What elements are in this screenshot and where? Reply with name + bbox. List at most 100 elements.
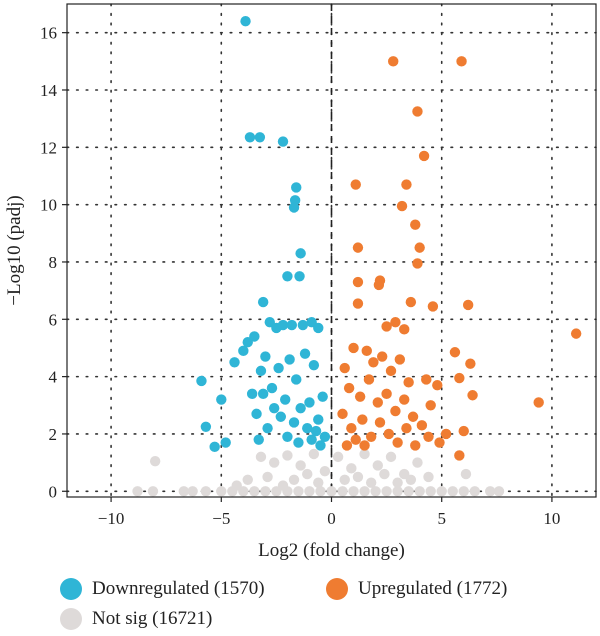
point-not (469, 486, 480, 497)
point-not (326, 486, 337, 497)
point-downregulated (295, 402, 306, 414)
legend-item-not-sig: Not sig (16721) (60, 608, 212, 630)
point-not (249, 486, 260, 497)
legend-item-downregulated: Downregulated (1570) (60, 578, 265, 600)
point-downregulated (288, 417, 300, 428)
point-not (346, 463, 357, 474)
point-downregulated (229, 357, 240, 368)
point-not (288, 474, 300, 486)
point-not (149, 455, 161, 467)
x-tick-label: 0 (327, 509, 336, 528)
point-not (447, 486, 458, 497)
point-upregulated (357, 414, 368, 425)
x-axis-label: Log2 (fold change) (258, 540, 405, 561)
point-downregulated (249, 331, 260, 342)
point-downregulated (304, 397, 315, 408)
point-not (337, 486, 348, 497)
point-upregulated (454, 450, 465, 461)
point-upregulated (352, 276, 364, 288)
point-downregulated (308, 359, 320, 371)
point-not (359, 486, 370, 497)
point-downregulated (238, 345, 249, 357)
point-not (313, 477, 324, 488)
point-not (295, 460, 306, 471)
point-upregulated (440, 428, 452, 440)
point-not (436, 486, 447, 497)
point-not (352, 471, 364, 483)
point-not (231, 480, 242, 491)
point-upregulated (385, 365, 397, 377)
data-points (132, 15, 582, 497)
point-downregulated (313, 322, 324, 334)
point-not (493, 486, 505, 497)
point-downregulated (282, 271, 293, 282)
point-not (403, 486, 414, 497)
point-downregulated (288, 202, 300, 213)
point-not (132, 486, 143, 497)
x-tick-label: −5 (212, 509, 230, 528)
point-upregulated (533, 397, 544, 408)
point-upregulated (394, 354, 406, 365)
point-upregulated (339, 362, 350, 374)
point-upregulated (381, 388, 392, 400)
point-upregulated (401, 423, 412, 434)
point-downregulated (255, 365, 267, 377)
point-downregulated (262, 423, 273, 434)
point-downregulated (257, 388, 269, 400)
point-not (379, 468, 390, 480)
point-downregulated (240, 15, 251, 27)
point-upregulated (343, 382, 355, 394)
point-upregulated (410, 440, 421, 451)
point-upregulated (368, 357, 379, 368)
point-upregulated (403, 377, 414, 388)
y-tick-label: 10 (40, 196, 57, 215)
point-not (187, 486, 198, 497)
point-not (332, 451, 344, 463)
point-not (365, 477, 377, 488)
legend-swatch-upregulated (326, 578, 348, 600)
point-not (308, 448, 320, 460)
legend-swatch-not-sig (60, 608, 82, 630)
grid (66, 3, 597, 498)
point-upregulated (350, 434, 361, 445)
point-not (282, 450, 293, 461)
point-downregulated (297, 319, 309, 331)
point-downregulated (209, 441, 220, 453)
point-upregulated (407, 411, 419, 422)
point-not (370, 486, 381, 497)
point-downregulated (253, 434, 264, 445)
point-downregulated (317, 391, 328, 402)
point-downregulated (286, 319, 298, 331)
point-upregulated (405, 296, 417, 308)
point-upregulated (462, 299, 474, 311)
point-not (242, 474, 253, 486)
point-upregulated (399, 394, 410, 405)
x-tick-label: −10 (98, 509, 125, 528)
y-tick-label: 6 (49, 310, 58, 329)
point-downregulated (246, 388, 258, 400)
point-upregulated (346, 423, 357, 434)
point-upregulated (414, 242, 425, 253)
point-upregulated (373, 279, 385, 291)
point-upregulated (454, 372, 465, 384)
point-upregulated (348, 342, 359, 354)
x-tick-label: 10 (543, 509, 560, 528)
point-downregulated (302, 423, 313, 434)
point-not (414, 486, 425, 497)
point-downregulated (251, 408, 262, 420)
point-downregulated (273, 362, 284, 374)
legend-item-upregulated: Upregulated (1772) (326, 578, 507, 600)
point-upregulated (376, 351, 388, 362)
point-downregulated (260, 351, 271, 362)
point-upregulated (374, 417, 386, 428)
point-upregulated (427, 301, 439, 312)
point-upregulated (399, 324, 410, 335)
point-downregulated (196, 375, 207, 387)
point-not (385, 451, 397, 463)
point-downregulated (310, 425, 322, 437)
point-upregulated (423, 431, 434, 443)
point-upregulated (412, 258, 423, 269)
point-not (423, 471, 434, 483)
point-not (485, 486, 496, 497)
